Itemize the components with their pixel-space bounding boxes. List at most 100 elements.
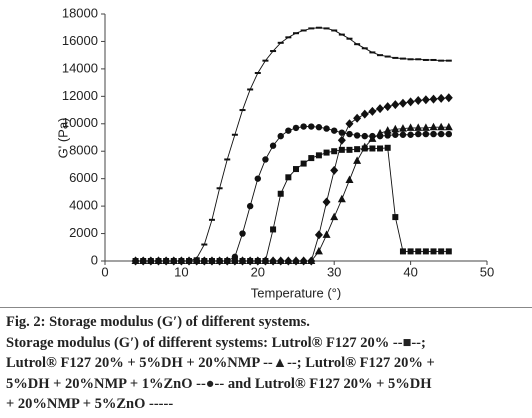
point	[407, 131, 414, 138]
point	[300, 29, 307, 32]
point	[169, 256, 178, 264]
series-line	[135, 126, 449, 262]
point	[331, 29, 338, 32]
point	[429, 94, 438, 104]
point	[445, 59, 452, 62]
point	[406, 123, 415, 131]
chart: G' (Pa) Temperature (°) 0 2000 4000 6000 800…	[55, 5, 494, 300]
point	[377, 145, 384, 152]
point	[238, 256, 247, 264]
point	[314, 230, 323, 240]
point	[323, 125, 330, 132]
series-line	[135, 126, 449, 262]
point	[345, 119, 354, 129]
point	[192, 256, 201, 264]
point	[315, 124, 323, 131]
point	[360, 142, 369, 151]
point	[437, 93, 446, 103]
point	[398, 124, 407, 132]
point	[224, 158, 231, 161]
point	[415, 130, 422, 138]
point	[368, 134, 377, 142]
point	[314, 246, 323, 255]
point	[293, 32, 299, 35]
point	[330, 212, 339, 221]
point	[346, 146, 353, 153]
point	[247, 88, 254, 91]
caption: Fig. 2: Storage modulus (G′) of differen…	[6, 312, 528, 415]
point	[308, 155, 315, 162]
y-tick-label: 14000	[62, 60, 98, 75]
point	[353, 113, 362, 123]
x-tick-label: 10	[174, 264, 188, 279]
point	[300, 160, 307, 167]
series-line	[135, 147, 449, 262]
y-tick-label: 6000	[69, 170, 98, 185]
point	[445, 248, 452, 255]
point	[284, 256, 293, 264]
point	[338, 33, 345, 36]
point	[154, 256, 163, 264]
point	[368, 106, 377, 116]
x-tick-label: 40	[403, 264, 417, 279]
point	[285, 36, 292, 39]
point	[331, 127, 338, 134]
point	[223, 256, 232, 264]
y-axis-label: G' (Pa)	[55, 118, 70, 159]
point	[292, 124, 300, 132]
point	[207, 256, 216, 264]
series-line	[135, 27, 449, 262]
point	[421, 95, 430, 105]
point	[201, 243, 208, 246]
point	[277, 132, 284, 140]
point	[346, 130, 353, 138]
point	[293, 166, 299, 173]
point	[315, 152, 322, 159]
point	[391, 124, 400, 133]
point	[369, 145, 376, 152]
point	[307, 256, 316, 264]
point	[277, 190, 284, 197]
y-tick-label: 0	[91, 252, 98, 267]
point	[337, 194, 346, 203]
point	[415, 248, 422, 255]
x-tick-label: 50	[480, 264, 494, 279]
point	[262, 156, 269, 163]
point	[285, 127, 292, 134]
point	[200, 256, 209, 264]
point	[254, 175, 261, 182]
point	[399, 248, 406, 255]
point	[399, 57, 406, 60]
point	[399, 131, 407, 138]
point	[239, 230, 246, 237]
point	[377, 54, 384, 57]
point	[239, 109, 246, 112]
point	[383, 126, 392, 134]
point	[162, 256, 171, 264]
point	[444, 122, 453, 131]
point	[246, 202, 254, 210]
point	[269, 142, 277, 149]
point	[437, 130, 445, 138]
point	[392, 214, 399, 221]
x-tick-label: 30	[327, 264, 341, 279]
caption-line: + 20%NMP + 5%ZnO -----	[6, 396, 174, 412]
point	[421, 123, 430, 131]
point	[322, 197, 331, 207]
y-tick-label: 10000	[62, 115, 98, 130]
point	[422, 58, 429, 61]
point	[308, 123, 315, 130]
point	[139, 256, 148, 264]
point	[353, 156, 362, 164]
point	[330, 165, 339, 175]
point	[146, 256, 155, 264]
point	[376, 104, 385, 114]
point	[407, 248, 414, 255]
point	[406, 97, 415, 107]
point	[354, 43, 361, 46]
caption-line: Fig. 2: Storage modulus (G′) of differen…	[6, 314, 310, 330]
point	[414, 95, 423, 105]
point	[361, 132, 368, 140]
point	[253, 256, 262, 264]
point	[369, 51, 376, 54]
